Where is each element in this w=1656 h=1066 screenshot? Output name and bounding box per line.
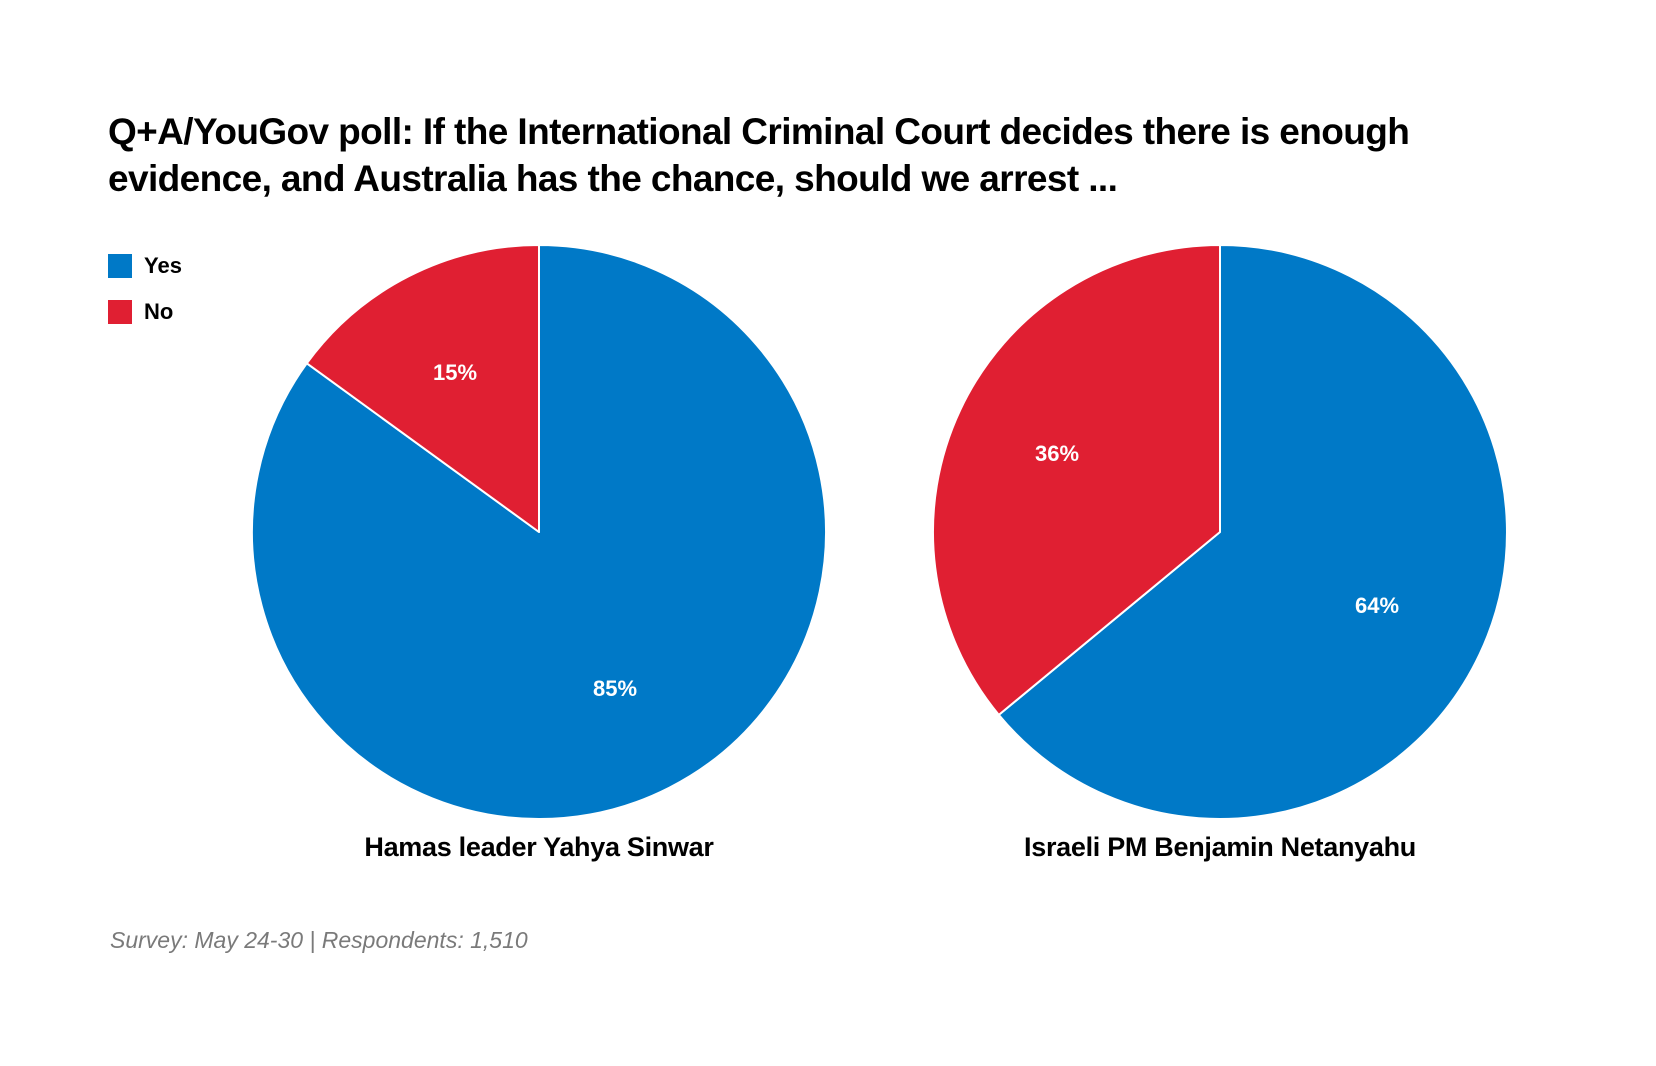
legend-item-yes: Yes: [108, 253, 182, 278]
chart-title-line-1: Q+A/YouGov poll: If the International Cr…: [108, 111, 1410, 152]
legend: Yes No: [108, 253, 182, 346]
pie-sinwar: 15% 85%: [250, 244, 827, 820]
slice-label-yes-netanyahu: 64%: [1355, 593, 1399, 618]
legend-label-no: No: [144, 299, 174, 324]
slice-label-no-sinwar: 15%: [433, 360, 477, 385]
slice-label-yes-sinwar: 85%: [593, 676, 637, 701]
pie-caption-netanyahu: Israeli PM Benjamin Netanyahu: [1024, 832, 1416, 862]
legend-item-no: No: [108, 299, 182, 324]
pie-netanyahu: 36% 64%: [931, 244, 1508, 820]
legend-swatch-no: [108, 300, 132, 324]
slice-label-no-netanyahu: 36%: [1035, 441, 1079, 466]
chart-title-line-2: evidence, and Australia has the chance, …: [108, 158, 1118, 199]
slice-yes-netanyahu: [997, 244, 1508, 820]
slice-no-netanyahu: [931, 244, 1221, 716]
pie-caption-sinwar: Hamas leader Yahya Sinwar: [364, 832, 714, 862]
source-note: Survey: May 24-30 | Respondents: 1,510: [110, 927, 528, 953]
slice-no-sinwar: [305, 244, 540, 533]
chart-title: Q+A/YouGov poll: If the International Cr…: [108, 108, 1568, 202]
legend-label-yes: Yes: [144, 253, 182, 278]
legend-swatch-yes: [108, 254, 132, 278]
